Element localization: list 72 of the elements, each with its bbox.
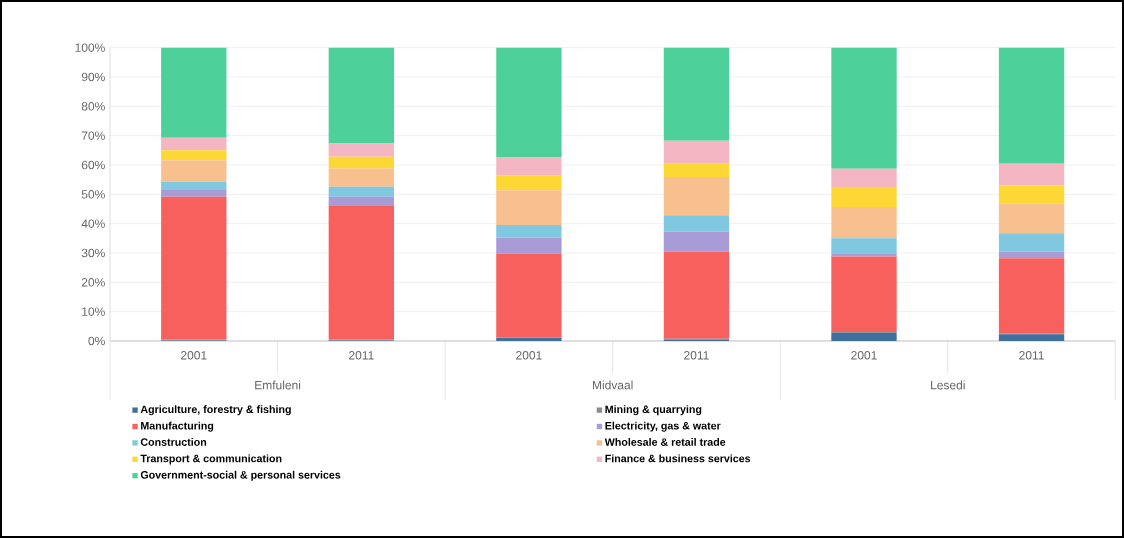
bar — [998, 258, 1065, 334]
y-tick-label: 0% — [88, 336, 105, 346]
bar — [496, 225, 562, 238]
bar — [328, 206, 395, 340]
bar — [161, 47, 227, 138]
x-tick-label: 2011 — [349, 351, 374, 360]
bar — [663, 251, 730, 339]
x-tick-label: 2011 — [684, 351, 709, 360]
y-tick-label: 100% — [75, 43, 105, 52]
bar — [496, 175, 562, 191]
y-tick-label: 60% — [81, 160, 105, 170]
x-tick-label: 2001 — [851, 351, 877, 360]
x-tick-label: 2001 — [516, 351, 542, 360]
legend-label: Wholesale & retail trade — [604, 438, 726, 446]
bar — [663, 215, 730, 232]
legend-label: Transport & communication — [140, 454, 282, 465]
bar — [998, 47, 1065, 164]
y-tick-label: 50% — [81, 190, 105, 199]
bar — [998, 203, 1065, 234]
bar — [496, 253, 562, 338]
y-tick-label: 70% — [81, 131, 105, 140]
legend-label: Electricity, gas & water — [605, 421, 721, 432]
bar — [663, 140, 730, 164]
bar — [328, 196, 395, 207]
text: Emfuleni — [255, 380, 301, 390]
bar — [496, 237, 562, 254]
bar — [663, 47, 730, 141]
bar — [663, 231, 730, 252]
bar — [496, 190, 562, 226]
y-tick-label: 30% — [81, 248, 105, 258]
y-tick-label: 10% — [82, 307, 105, 316]
bar — [998, 233, 1065, 252]
bar — [998, 163, 1065, 186]
legend-label: Agriculture, forestry & fishing — [140, 405, 291, 416]
text: Lesedi — [931, 380, 965, 390]
legend-label: Construction — [140, 438, 207, 446]
bar — [496, 157, 562, 176]
y-tick-label: 90% — [81, 72, 105, 82]
bar — [831, 256, 897, 332]
x-tick-label: 2001 — [181, 351, 207, 360]
legend-label: Government-social & personal services — [140, 470, 341, 481]
bar — [328, 156, 395, 169]
bar — [831, 206, 897, 239]
bar — [663, 177, 730, 216]
legend-label: Manufacturing — [141, 421, 214, 432]
legend-label: Mining & quarrying — [605, 405, 702, 416]
bar — [161, 196, 227, 340]
legend-label: Finance & business services — [605, 454, 751, 463]
bar — [831, 238, 897, 254]
bar — [161, 189, 227, 197]
bar — [663, 163, 730, 178]
bar — [831, 253, 897, 257]
y-tick-label: 20% — [81, 278, 105, 287]
bar — [496, 47, 562, 158]
bar — [328, 143, 395, 157]
bar — [328, 47, 395, 144]
bar — [831, 186, 897, 207]
y-tick-label: 80% — [81, 102, 105, 111]
bar — [998, 334, 1065, 341]
bar — [161, 181, 227, 190]
bar — [161, 160, 227, 182]
bar — [161, 137, 227, 151]
bar — [328, 186, 395, 197]
bar — [831, 332, 897, 341]
text: Midvaal — [592, 380, 633, 390]
bar — [161, 150, 227, 161]
bar — [328, 168, 395, 187]
bar — [998, 185, 1065, 204]
bar — [831, 47, 897, 169]
y-tick-label: 40% — [81, 219, 105, 228]
x-tick-label: 2011 — [1019, 351, 1044, 360]
bar — [831, 168, 897, 187]
